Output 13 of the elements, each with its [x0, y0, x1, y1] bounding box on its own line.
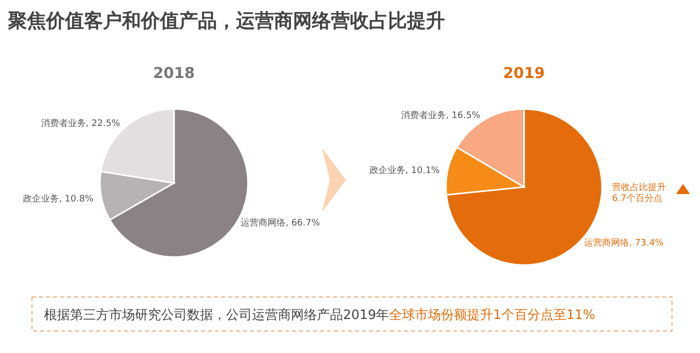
- text: 营收占比提升6.7个百分点: [612, 182, 666, 204]
- chart-title: 2019: [503, 64, 545, 82]
- slice-label: 运营商网络, 66.7%: [240, 218, 320, 229]
- chart-title: 2018: [153, 64, 195, 82]
- text: 根据第三方市场研究公司数据，公司运营商网络产品2019年: [44, 307, 390, 323]
- slice-label: 政企业务, 10.1%: [369, 164, 440, 176]
- slice-label: 消费者业务, 22.5%: [40, 118, 121, 130]
- text: 全球市场份额提升1个百分点至11%: [389, 308, 596, 323]
- slice-label: 消费者业务, 16.5%: [400, 110, 481, 121]
- text: 聚焦价值客户和价值产品，运营商网络营收占比提升: [7, 10, 445, 32]
- pie-slice: [446, 108, 603, 266]
- slice-label: 政企业务, 10.8%: [23, 193, 94, 204]
- slice-label: 运营商网络, 73.4%: [584, 237, 664, 248]
